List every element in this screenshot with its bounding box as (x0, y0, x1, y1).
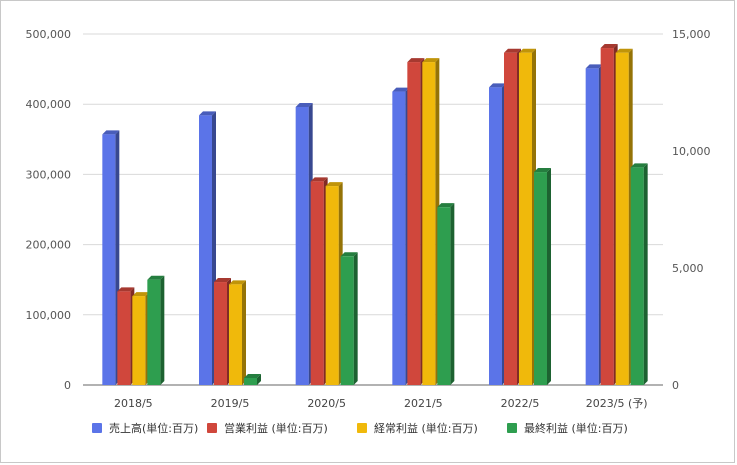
legend-label: 最終利益 (単位:百万) (524, 421, 628, 435)
bar-top (489, 83, 506, 88)
bar-side (242, 280, 246, 385)
bar-1 (585, 68, 599, 385)
x-tick-label: 2019/5 (211, 397, 250, 410)
bar-top (214, 278, 231, 283)
bar-top (422, 58, 440, 63)
bar-top (117, 287, 135, 292)
bar-3 (325, 186, 339, 385)
bar-2 (407, 62, 421, 386)
left-y-tick-label: 200,000 (26, 239, 72, 252)
x-tick-label: 2022/5 (501, 397, 540, 410)
bar-3 (422, 62, 436, 386)
left-y-tick-label: 100,000 (26, 309, 72, 322)
bar-top (340, 252, 358, 257)
bar-1 (102, 134, 116, 385)
bar-4 (437, 207, 451, 385)
left-y-tick-label: 400,000 (26, 98, 72, 111)
bar-top (132, 292, 150, 297)
x-tick-label: 2018/5 (114, 397, 153, 410)
legend-swatch (507, 423, 517, 433)
gridlines (83, 33, 663, 386)
bar-top (437, 203, 455, 208)
bar-2 (310, 181, 324, 385)
bar-side (450, 203, 455, 385)
bar-top (325, 182, 343, 187)
bar-top (519, 48, 536, 53)
bar-3 (132, 296, 146, 385)
bar-4 (534, 172, 547, 385)
bar-side (160, 275, 165, 385)
bar-3 (519, 52, 532, 385)
bar-3 (615, 52, 629, 385)
bar-top (147, 275, 165, 280)
legend-swatch (357, 423, 367, 433)
legend-swatch (207, 423, 217, 433)
bar-4 (630, 167, 644, 385)
bar-top (295, 103, 313, 108)
bar-side (353, 252, 358, 385)
bar-1 (199, 115, 212, 385)
x-axis: 2018/5 2019/5 2020/5 2021/5 2022/5 2023/5 (予) (114, 397, 648, 410)
bar-1 (295, 107, 309, 386)
bar-top (534, 168, 551, 173)
right-y-tick-label: 5,000 (672, 262, 704, 275)
bar-2 (117, 291, 131, 385)
right-y-axis: 0 5,000 10,000 15,000 (672, 28, 711, 392)
bar-top (585, 64, 603, 69)
legend: 売上高(単位:百万) 営業利益 (単位:百万) 経常利益 (単位:百万) 最終利益 (… (92, 421, 628, 435)
bar-side (547, 168, 551, 385)
bar-2 (504, 52, 517, 385)
bar-top (199, 111, 216, 116)
right-y-tick-label: 0 (672, 379, 679, 392)
x-tick-label: 2021/5 (404, 397, 443, 410)
left-y-tick-label: 300,000 (26, 168, 72, 181)
left-y-tick-label: 500,000 (26, 28, 72, 41)
bar-top (310, 177, 328, 182)
bar-1 (392, 91, 406, 386)
bar-top (630, 163, 648, 168)
bar-4 (147, 279, 161, 385)
bar-2 (600, 48, 614, 385)
bar-2 (214, 282, 227, 385)
right-y-tick-label: 15,000 (672, 28, 711, 41)
right-y-tick-label: 10,000 (672, 145, 711, 158)
bar-top (244, 373, 261, 378)
legend-label: 売上高(単位:百万) (109, 421, 198, 435)
left-y-tick-label: 0 (64, 379, 71, 392)
bar-4 (244, 377, 257, 385)
bar-top (102, 130, 120, 135)
legend-label: 経常利益 (単位:百万) (374, 421, 478, 435)
bars (102, 44, 648, 386)
legend-label: 営業利益 (単位:百万) (224, 421, 328, 435)
legend-swatch (92, 423, 102, 433)
bar-1 (489, 87, 502, 386)
x-tick-label: 2020/5 (307, 397, 346, 410)
left-y-axis: 0 100,000 200,000 300,000 400,000 500,000 (26, 28, 72, 392)
bar-top (600, 44, 618, 49)
bar-side (257, 373, 261, 385)
bar-side (643, 163, 648, 385)
bar-top (229, 280, 246, 285)
bar-4 (340, 256, 354, 385)
bar-top (504, 48, 521, 53)
bar-top (392, 87, 410, 92)
bar-3 (229, 284, 242, 385)
bar-top (407, 58, 425, 63)
x-tick-label: 2023/5 (予) (586, 397, 648, 410)
bar-top (615, 48, 633, 53)
